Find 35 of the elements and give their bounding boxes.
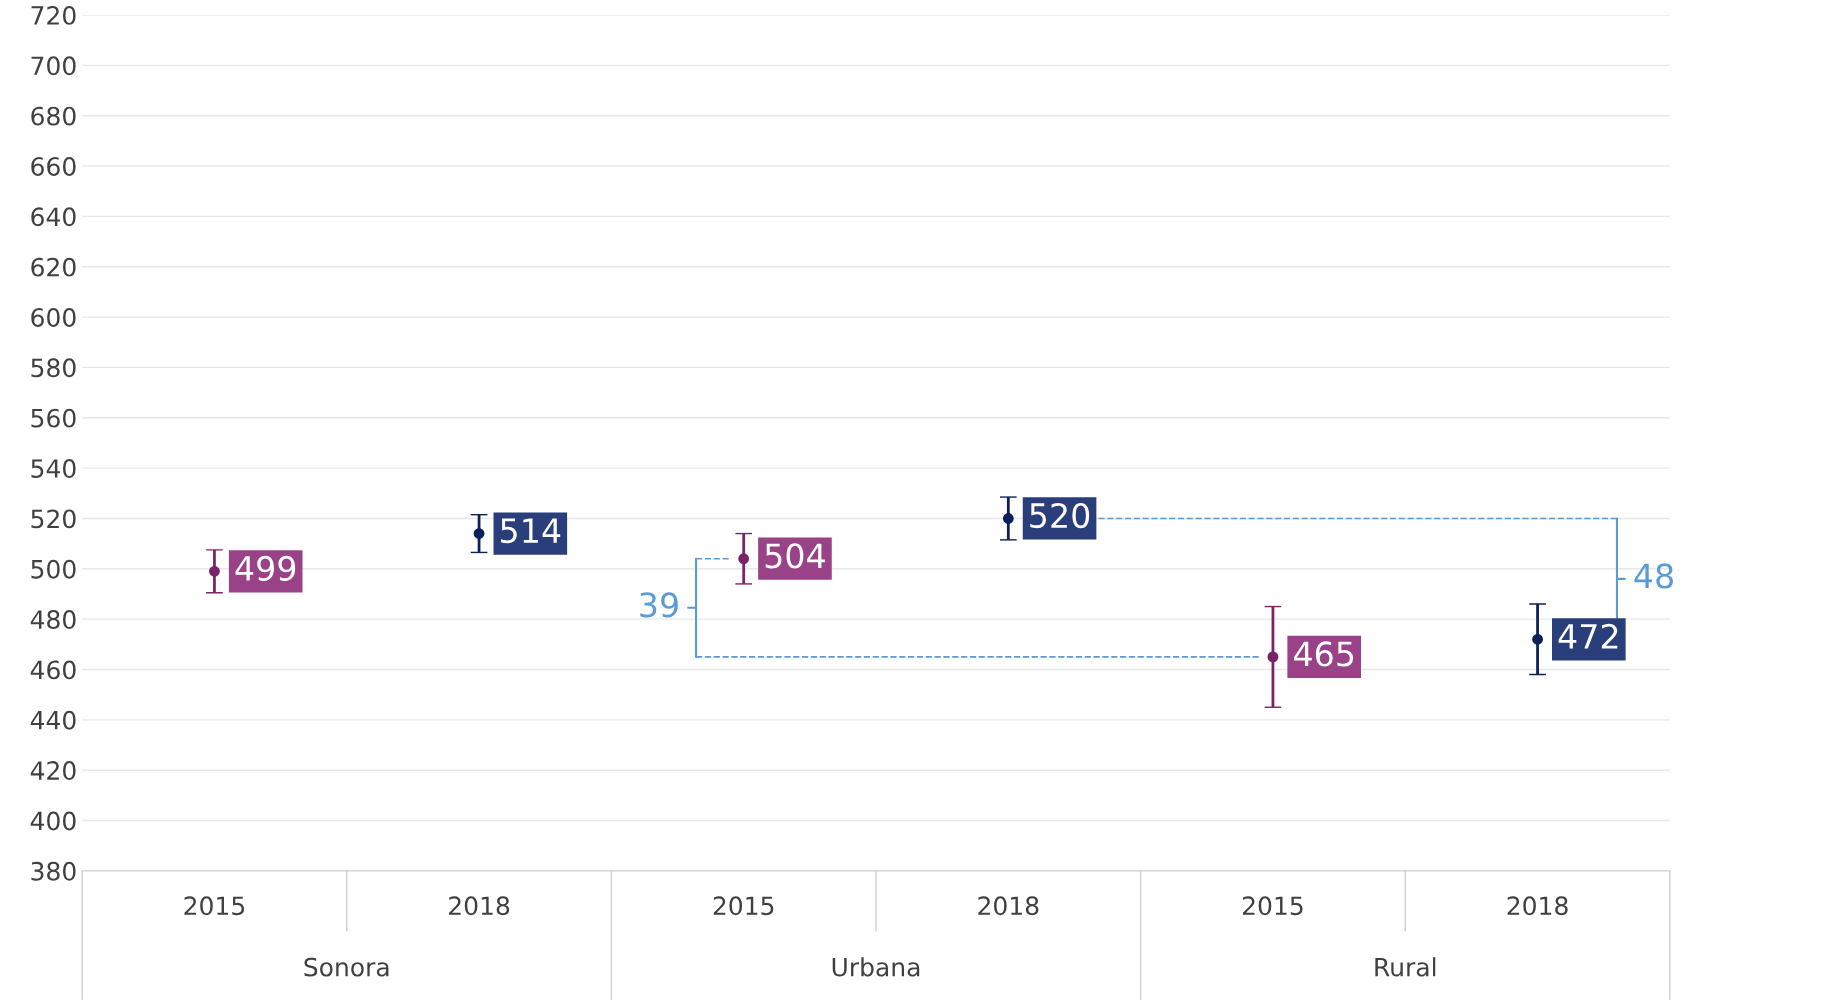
data-label: 504 xyxy=(765,543,825,569)
text: Sonora xyxy=(304,957,389,977)
y-tick-label: 520 xyxy=(31,509,76,529)
x-tick-label: 2015 xyxy=(713,896,774,916)
x-tick-label: 2018 xyxy=(978,896,1039,916)
y-tick-label: 540 xyxy=(31,459,76,478)
data-label: 499 xyxy=(235,555,296,581)
y-tick-label: 620 xyxy=(31,257,76,277)
annotation: 39 xyxy=(640,592,678,618)
y-tick-label: 700 xyxy=(31,56,76,76)
y-tick-label: 380 xyxy=(31,861,76,881)
x-tick-label: 2015 xyxy=(1242,896,1303,916)
annotation: 48 xyxy=(1634,563,1673,589)
y-tick-label: 580 xyxy=(31,358,76,378)
y-tick-label: 500 xyxy=(31,559,76,579)
data-label: 465 xyxy=(1294,641,1354,667)
y-tick-label: 680 xyxy=(31,106,76,126)
y-tick-label: 660 xyxy=(31,156,76,176)
x-tick-label: 2018 xyxy=(449,896,510,916)
y-tick-label: 720 xyxy=(31,5,76,25)
y-tick-label: 640 xyxy=(31,207,76,227)
y-tick-label: 460 xyxy=(30,660,76,680)
text: Urbana xyxy=(832,957,920,977)
data-label: 472 xyxy=(1558,623,1618,649)
data-label: 520 xyxy=(1030,502,1090,529)
y-tick-label: 560 xyxy=(31,408,76,428)
y-tick-label: 420 xyxy=(30,761,76,781)
y-tick-label: 440 xyxy=(30,710,76,730)
data-label: 514 xyxy=(501,518,561,544)
y-tick-label: 600 xyxy=(31,308,76,327)
text: Rural xyxy=(1375,957,1436,977)
y-tick-label: 400 xyxy=(30,811,76,831)
x-tick-label: 2018 xyxy=(1507,896,1568,916)
x-tick-label: 2015 xyxy=(184,896,245,916)
y-tick-label: 480 xyxy=(30,610,76,629)
